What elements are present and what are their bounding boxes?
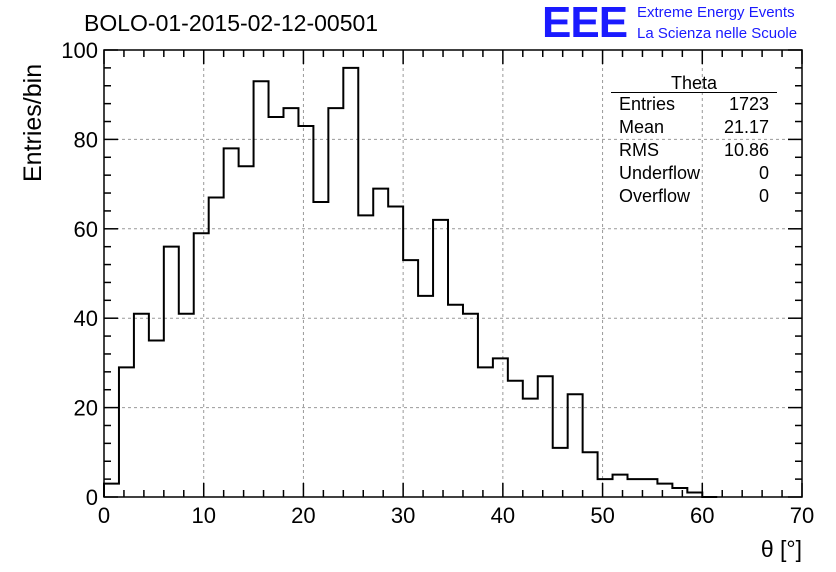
histogram-bin	[149, 341, 164, 497]
histogram-bin	[478, 367, 493, 497]
stats-row-entries: Entries 1723	[611, 93, 777, 116]
histogram-bin	[298, 126, 313, 497]
histogram-bin	[239, 166, 254, 497]
x-tick-label: 50	[590, 503, 614, 528]
histogram-bin	[418, 296, 433, 497]
histogram-bin	[583, 452, 598, 497]
histogram-bin	[358, 215, 373, 497]
axis-tick-labels: 0 10 20 30 40 50 60 70 0 20 40 60 80 100	[61, 38, 814, 528]
stats-row-mean: Mean 21.17	[611, 116, 777, 139]
histogram-bin	[433, 220, 448, 497]
histogram-bin	[493, 358, 508, 497]
stats-row-underflow: Underflow 0	[611, 162, 777, 185]
histogram-bin	[657, 484, 672, 497]
histogram-bin	[403, 260, 418, 497]
y-tick-label: 80	[74, 127, 98, 152]
histogram-bin	[598, 479, 613, 497]
y-tick-label: 20	[74, 396, 98, 421]
stats-label: Underflow	[619, 163, 701, 183]
histogram-bin	[164, 247, 179, 497]
histogram-bin	[328, 108, 343, 497]
histogram-bin	[194, 233, 209, 497]
histogram-bin	[254, 81, 269, 497]
histogram-bin	[209, 198, 224, 497]
x-tick-label: 0	[98, 503, 110, 528]
stats-value: 10.86	[723, 140, 769, 160]
x-axis-label: θ [°]	[760, 536, 802, 562]
histogram-bin	[508, 381, 523, 497]
histogram-bin	[553, 448, 568, 497]
x-tick-label: 40	[491, 503, 515, 528]
stats-value: 1723	[728, 94, 769, 114]
stats-label: Overflow	[619, 186, 691, 206]
histogram-bin	[179, 314, 194, 497]
logo-line-2: La Scienza nelle Scuole	[637, 25, 798, 42]
histogram-bin	[628, 479, 643, 497]
logo-line-1: Extreme Energy Events	[637, 4, 795, 21]
grid-lines	[104, 50, 802, 497]
histogram-step-line	[103, 66, 718, 498]
histogram-bin	[642, 479, 657, 497]
stats-label: Entries	[619, 94, 676, 114]
histogram-bin	[119, 367, 134, 497]
stats-title: Theta	[611, 74, 777, 93]
stats-row-overflow: Overflow 0	[611, 185, 777, 208]
histogram-bin	[448, 305, 463, 497]
stats-row-rms: RMS 10.86	[611, 139, 777, 162]
y-tick-label: 100	[61, 38, 98, 63]
histogram-bin	[523, 399, 538, 497]
histogram-bin	[373, 189, 388, 497]
histogram-bin	[224, 148, 239, 497]
plot-frame	[103, 49, 803, 498]
stats-value: 21.17	[723, 117, 769, 137]
histogram-bin	[269, 117, 284, 497]
stats-label: Mean	[619, 117, 665, 137]
histogram-bin	[134, 314, 149, 497]
histogram-bin	[283, 108, 298, 497]
histogram-bin	[104, 484, 119, 497]
y-tick-label: 0	[86, 485, 98, 510]
stats-value: 0	[758, 186, 769, 206]
x-tick-label: 70	[790, 503, 814, 528]
stats-value: 0	[758, 163, 769, 183]
histogram-bin	[343, 68, 358, 497]
histogram-bin	[538, 376, 553, 497]
histogram-bin	[463, 314, 478, 497]
y-axis-label: Entries/bin	[19, 63, 47, 182]
y-tick-label: 60	[74, 217, 98, 242]
x-tick-label: 60	[690, 503, 714, 528]
stats-label: RMS	[619, 140, 659, 160]
histogram-bin	[388, 206, 403, 497]
histogram-bin	[613, 475, 628, 497]
x-tick-label: 20	[291, 503, 315, 528]
chart-title: BOLO-01-2015-02-12-00501	[84, 10, 379, 36]
x-tick-label: 10	[191, 503, 215, 528]
histogram-bin	[672, 488, 687, 497]
x-tick-label: 30	[391, 503, 415, 528]
histogram-bin	[568, 394, 583, 497]
histogram-bars	[103, 66, 718, 498]
stats-box: Theta Entries 1723 Mean 21.17 RMS 10.86 …	[611, 74, 777, 208]
y-tick-label: 40	[74, 306, 98, 331]
eee-logo: EEE	[542, 0, 628, 47]
histogram-bin	[313, 202, 328, 497]
axis-ticks	[103, 49, 803, 498]
